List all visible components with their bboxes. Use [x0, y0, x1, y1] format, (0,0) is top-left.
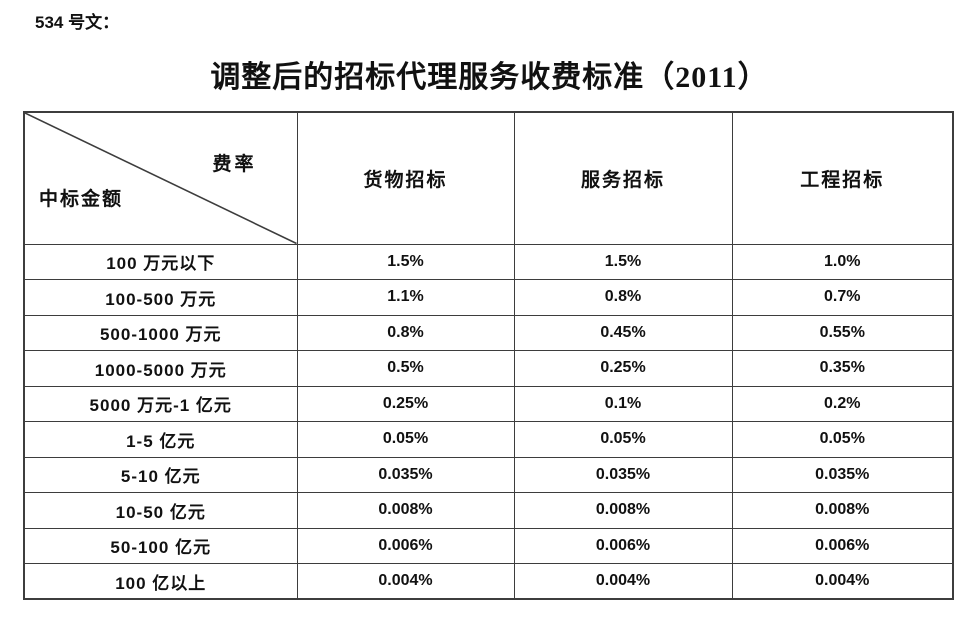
rate-cell: 0.25%: [513, 350, 733, 387]
rate-cell: 0.004%: [731, 563, 954, 600]
rate-cell: 0.8%: [296, 314, 515, 351]
row-label: 100-500 万元: [23, 279, 298, 316]
table-row: 500-1000 万元 0.8% 0.45% 0.55%: [23, 314, 954, 351]
rate-cell: 0.25%: [296, 385, 515, 422]
row-label: 50-100 亿元: [23, 527, 298, 564]
rate-cell: 0.035%: [513, 456, 733, 493]
row-label: 1000-5000 万元: [23, 350, 298, 387]
column-header-services: 服务招标: [513, 111, 733, 245]
table-row: 5000 万元-1 亿元 0.25% 0.1% 0.2%: [23, 385, 954, 422]
row-label: 100 万元以下: [23, 243, 298, 280]
rate-cell: 0.5%: [296, 350, 515, 387]
rate-cell: 1.1%: [296, 279, 515, 316]
corner-label-bid-amount: 中标金额: [39, 188, 124, 210]
rate-cell: 0.2%: [731, 385, 954, 422]
table-row: 1000-5000 万元 0.5% 0.25% 0.35%: [23, 350, 954, 387]
rate-cell: 0.008%: [731, 492, 954, 529]
rate-cell: 0.004%: [296, 563, 515, 600]
rate-cell: 0.006%: [513, 527, 733, 564]
rate-cell: 1.0%: [731, 243, 954, 280]
row-label: 5-10 亿元: [23, 456, 298, 493]
rate-cell: 1.5%: [513, 243, 733, 280]
corner-label-fee-rate: 费率: [212, 154, 257, 175]
diagonal-divider-line: [25, 113, 297, 244]
table-row: 100-500 万元 1.1% 0.8% 0.7%: [23, 279, 954, 316]
rate-cell: 0.008%: [513, 492, 733, 529]
rate-cell: 0.035%: [731, 456, 954, 493]
rate-cell: 1.5%: [296, 243, 515, 280]
table-row: 100 亿以上 0.004% 0.004% 0.004%: [23, 563, 954, 600]
row-label: 5000 万元-1 亿元: [23, 385, 298, 422]
diagonal-corner-cell: 费率 中标金额: [23, 111, 298, 245]
row-label: 1-5 亿元: [23, 421, 298, 458]
rate-cell: 0.008%: [296, 492, 515, 529]
rate-cell: 0.05%: [731, 421, 954, 458]
fee-standard-table: 费率 中标金额 货物招标 服务招标 工程招标 100 万元以下 1.5% 1.5…: [23, 111, 954, 600]
table-header-row: 费率 中标金额 货物招标 服务招标 工程招标: [23, 111, 954, 245]
table-row: 1-5 亿元 0.05% 0.05% 0.05%: [23, 421, 954, 458]
row-label: 100 亿以上: [23, 563, 298, 600]
rate-cell: 0.55%: [731, 314, 954, 351]
rate-cell: 0.1%: [513, 385, 733, 422]
column-header-engineering: 工程招标: [731, 111, 954, 245]
rate-cell: 0.006%: [296, 527, 515, 564]
rate-cell: 0.8%: [513, 279, 733, 316]
doc-reference: 534 号文：: [35, 13, 120, 32]
row-label: 500-1000 万元: [23, 314, 298, 351]
rate-cell: 0.006%: [731, 527, 954, 564]
rate-cell: 0.035%: [296, 456, 515, 493]
rate-cell: 0.05%: [296, 421, 515, 458]
table-row: 10-50 亿元 0.008% 0.008% 0.008%: [23, 492, 954, 529]
rate-cell: 0.45%: [513, 314, 733, 351]
rate-cell: 0.004%: [513, 563, 733, 600]
table-row: 5-10 亿元 0.035% 0.035% 0.035%: [23, 456, 954, 493]
rate-cell: 0.7%: [731, 279, 954, 316]
rate-cell: 0.05%: [513, 421, 733, 458]
table-row: 100 万元以下 1.5% 1.5% 1.0%: [23, 243, 954, 280]
table-row: 50-100 亿元 0.006% 0.006% 0.006%: [23, 527, 954, 564]
column-header-goods: 货物招标: [296, 111, 515, 245]
page-title: 调整后的招标代理服务收费标准（2011）: [210, 61, 769, 94]
rate-cell: 0.35%: [731, 350, 954, 387]
row-label: 10-50 亿元: [23, 492, 298, 529]
